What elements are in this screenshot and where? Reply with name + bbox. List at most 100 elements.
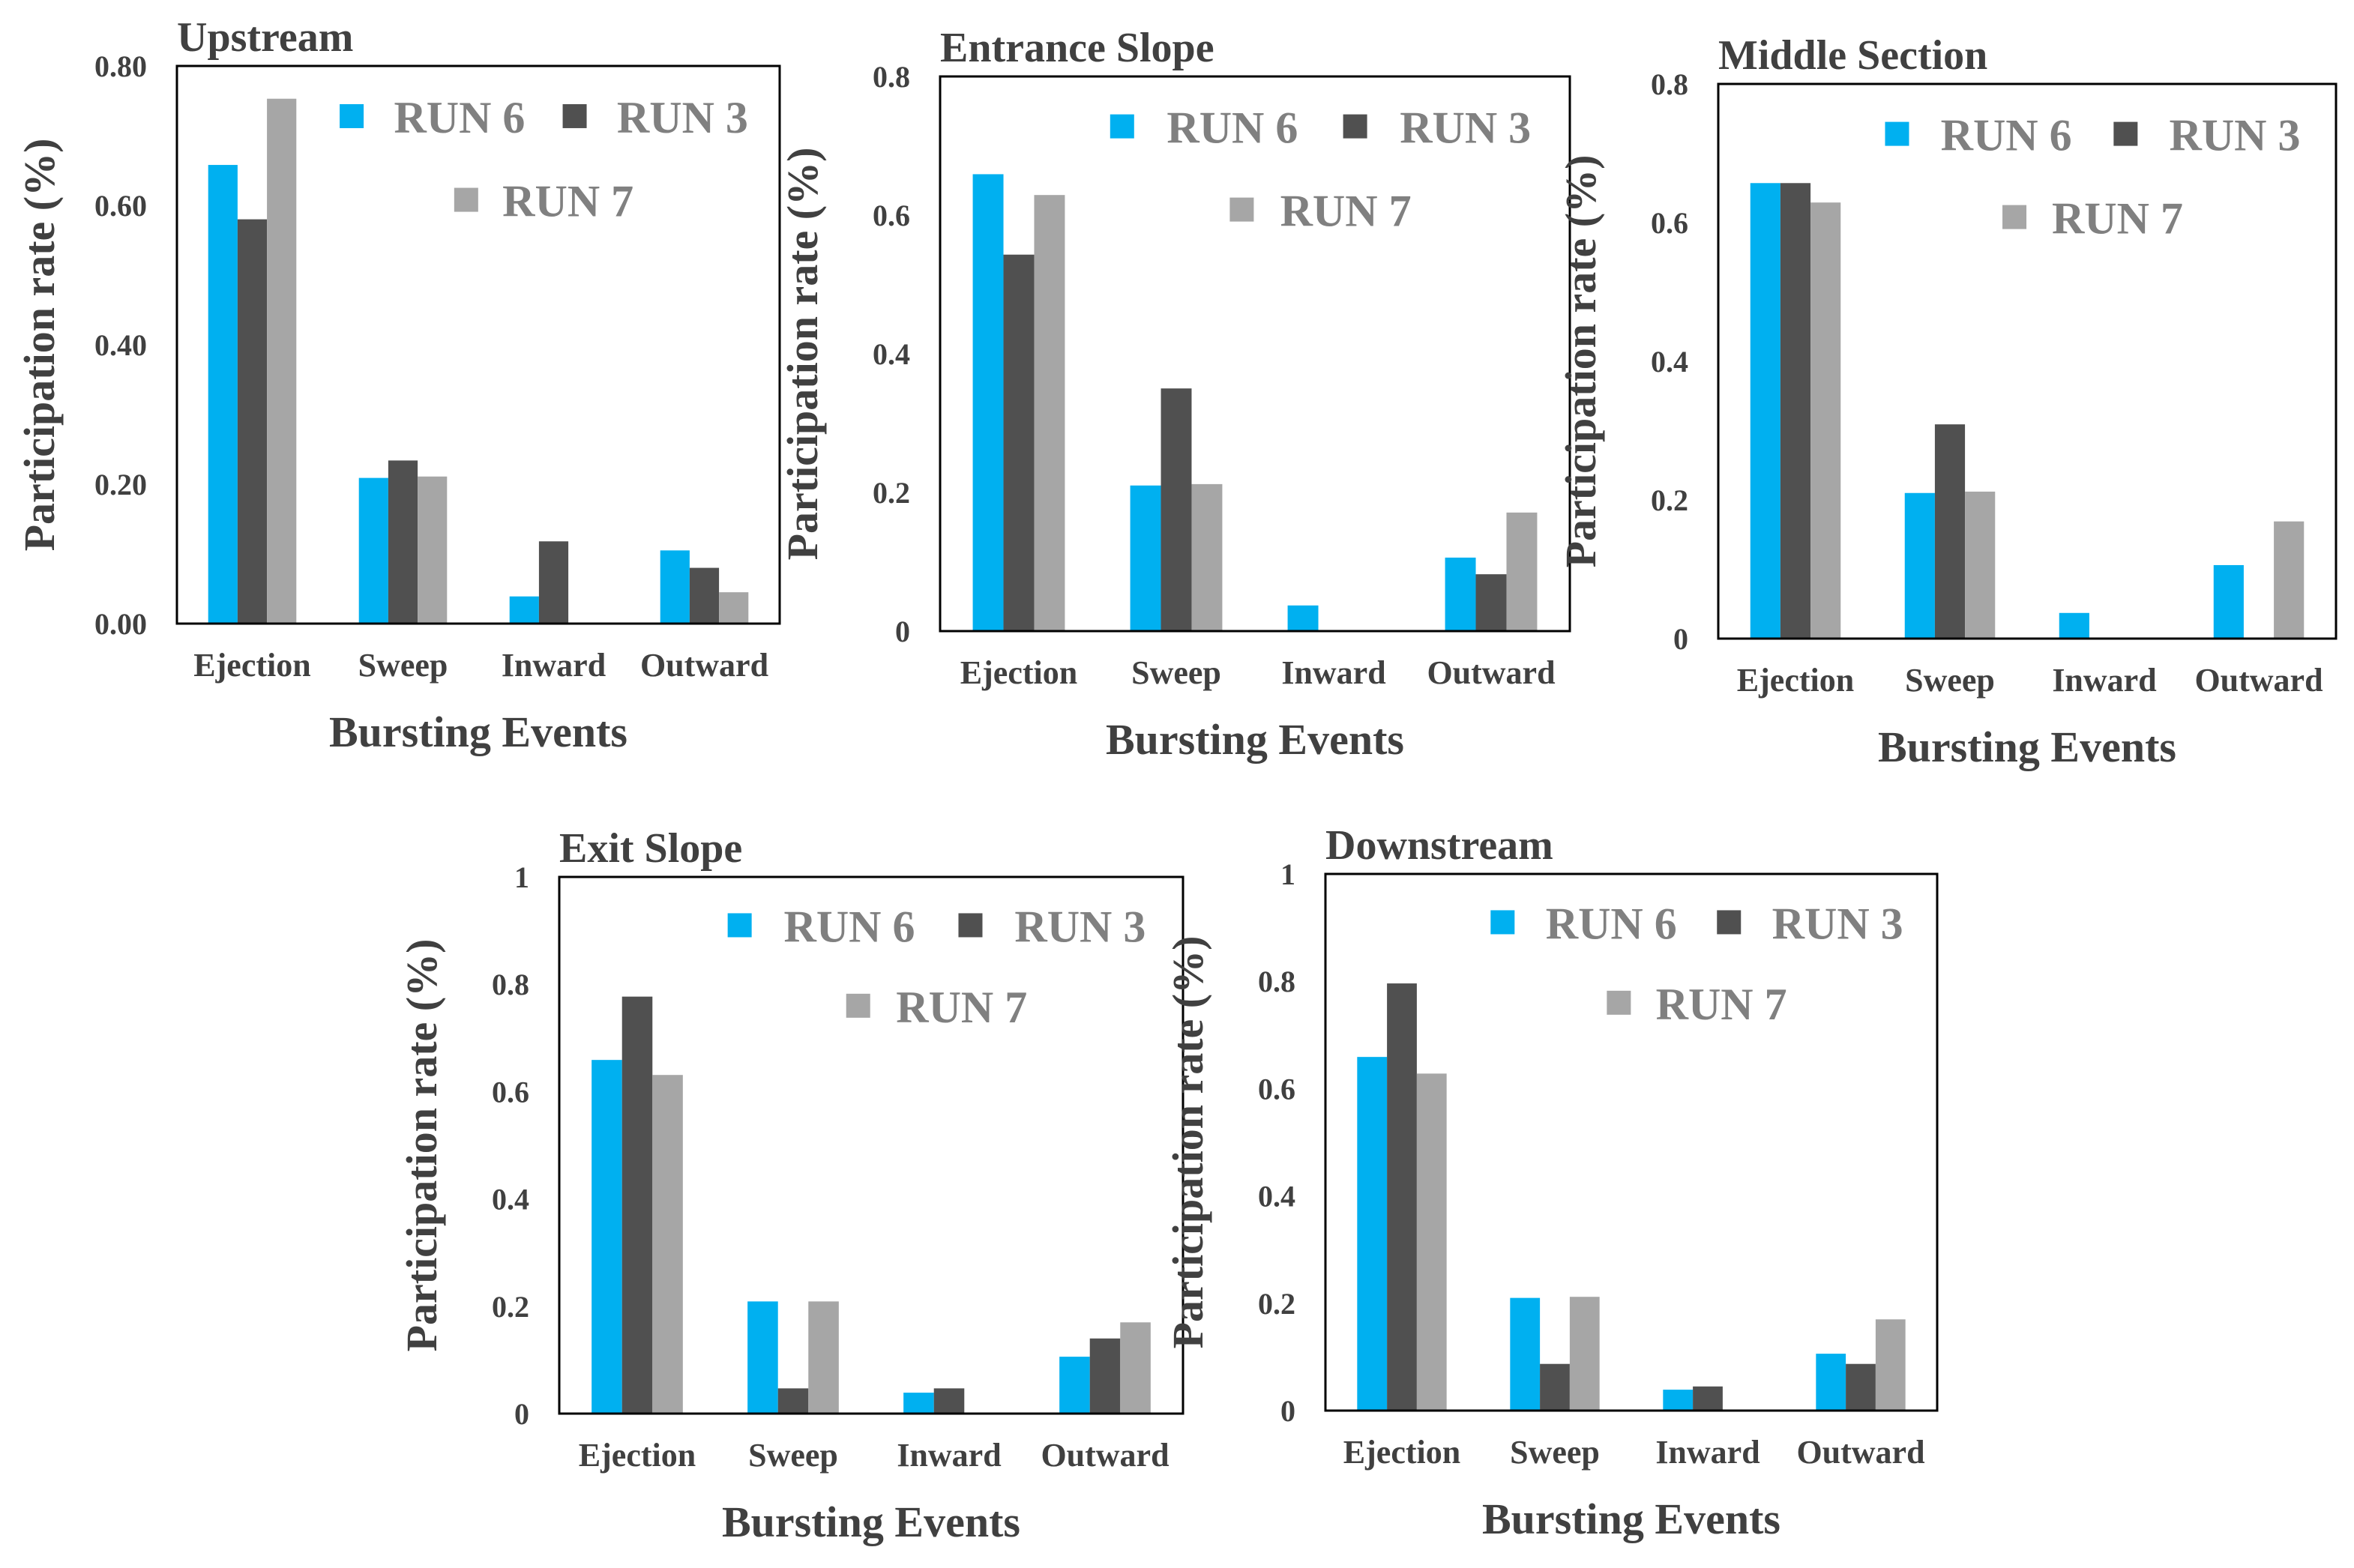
bar-run3-sweep bbox=[388, 460, 418, 624]
bar-run7-sweep bbox=[418, 476, 448, 624]
y-tick-label: 0.60 bbox=[94, 189, 147, 223]
legend-label: RUN 7 bbox=[1656, 980, 1787, 1029]
bar-run7-ejection bbox=[652, 1075, 683, 1414]
legend-swatch bbox=[1885, 121, 1909, 146]
legend-swatch bbox=[2002, 205, 2027, 229]
chart-title: Entrance Slope bbox=[940, 25, 1214, 71]
x-tick-label: Ejection bbox=[1737, 662, 1854, 699]
legend-item: RUN 7 bbox=[454, 177, 633, 226]
y-tick-label: 0.80 bbox=[94, 49, 147, 83]
plot-area bbox=[558, 875, 1184, 1415]
bar-run6-ejection bbox=[1357, 1057, 1388, 1411]
bar-run7-sweep bbox=[1965, 491, 1996, 639]
plot-area bbox=[1324, 872, 1939, 1412]
legend-swatch bbox=[454, 187, 478, 212]
x-tick-label: Sweep bbox=[1510, 1434, 1600, 1471]
bar-run7-ejection bbox=[267, 98, 297, 624]
x-tick-label: Sweep bbox=[1905, 662, 1995, 699]
chart-0: Upstream 0.00 0.20 0.40 0.60 0.80 Ejection Swee… bbox=[15, 14, 781, 756]
legend-item: RUN 6 bbox=[1490, 899, 1677, 948]
bar-run3-ejection bbox=[1780, 183, 1811, 639]
legend-swatch bbox=[562, 103, 587, 128]
legend-swatch bbox=[2113, 121, 2138, 146]
y-tick-label: 0.20 bbox=[94, 468, 147, 501]
bar-run3-ejection bbox=[621, 996, 653, 1414]
bar-run6-ejection bbox=[591, 1060, 622, 1414]
bar-run6-outward bbox=[2213, 564, 2244, 639]
chart-title: Downstream bbox=[1325, 822, 1553, 869]
bar-run3-ejection bbox=[1387, 983, 1417, 1411]
y-tick-label: 0.8 bbox=[492, 968, 529, 1001]
legend-swatch bbox=[340, 103, 364, 128]
x-tick-label: Outward bbox=[1041, 1437, 1169, 1474]
chart-3: Exit Slope 0 0.2 0.4 0.6 0.8 1 Ejection Sweep Inw… bbox=[397, 825, 1184, 1546]
legend-item: RUN 6 bbox=[727, 902, 915, 951]
y-axis-label: Participation rate (%) bbox=[15, 139, 64, 552]
legend-item: RUN 6 bbox=[340, 93, 525, 142]
bar-run7-outward bbox=[1120, 1322, 1151, 1414]
bar-run6-inward bbox=[509, 596, 539, 624]
chart-2: Middle Section 0 0.2 0.4 0.6 0.8 Ejection Sweep… bbox=[1556, 32, 2338, 771]
bar-run3-sweep bbox=[1161, 388, 1192, 631]
y-tick-label: 0.8 bbox=[873, 60, 910, 94]
y-tick-label: 0.4 bbox=[873, 337, 910, 371]
y-axis-label: Participation rate (%) bbox=[1164, 936, 1212, 1349]
legend-label: RUN 7 bbox=[896, 983, 1027, 1032]
bar-run7-ejection bbox=[1034, 195, 1065, 631]
bar-run6-inward bbox=[2059, 612, 2089, 639]
bar-run6-inward bbox=[903, 1393, 934, 1414]
x-tick-label: Sweep bbox=[358, 647, 448, 684]
bar-run3-outward bbox=[689, 567, 720, 624]
bar-run3-ejection bbox=[237, 219, 268, 624]
bar-run7-ejection bbox=[1416, 1073, 1447, 1411]
bar-run3-sweep bbox=[1934, 424, 1966, 639]
legend-item: RUN 7 bbox=[1607, 980, 1787, 1029]
bar-run3-inward bbox=[1693, 1386, 1723, 1411]
legend-item: RUN 6 bbox=[1885, 111, 2072, 160]
bar-run3-sweep bbox=[1540, 1363, 1570, 1411]
legend-item: RUN 3 bbox=[958, 902, 1146, 951]
legend-swatch bbox=[1717, 910, 1742, 935]
legend-label: RUN 6 bbox=[1941, 111, 2072, 160]
y-tick-label: 0 bbox=[1280, 1394, 1295, 1428]
plot-area bbox=[175, 64, 781, 625]
legend-swatch bbox=[846, 993, 870, 1018]
x-axis-label: Bursting Events bbox=[329, 708, 627, 756]
bar-run3-outward bbox=[1475, 574, 1507, 631]
bar-run6-ejection bbox=[972, 174, 1004, 632]
x-tick-label: Outward bbox=[640, 647, 768, 684]
bar-run3-outward bbox=[1846, 1363, 1876, 1411]
x-axis-label: Bursting Events bbox=[1106, 715, 1404, 764]
y-tick-label: 0.6 bbox=[1258, 1072, 1295, 1106]
legend-swatch bbox=[1343, 114, 1367, 139]
legend-label: RUN 7 bbox=[502, 177, 633, 226]
y-tick-label: 0.8 bbox=[1651, 67, 1688, 101]
legend-item: RUN 6 bbox=[1110, 103, 1298, 153]
x-tick-label: Sweep bbox=[748, 1437, 838, 1474]
bar-run6-sweep bbox=[747, 1301, 778, 1414]
legend-label: RUN 3 bbox=[1400, 103, 1531, 153]
bar-run7-outward bbox=[2274, 521, 2305, 639]
legend-label: RUN 6 bbox=[394, 93, 525, 142]
x-tick-label: Ejection bbox=[960, 654, 1077, 691]
bar-run3-ejection bbox=[1003, 254, 1035, 631]
bar-run6-sweep bbox=[1904, 492, 1935, 639]
legend-label: RUN 3 bbox=[2170, 111, 2301, 160]
bar-run3-inward bbox=[538, 541, 569, 624]
x-tick-label: Inward bbox=[2052, 662, 2156, 699]
legend-label: RUN 6 bbox=[1546, 899, 1677, 948]
bar-run7-outward bbox=[1506, 512, 1538, 631]
y-tick-label: 0.4 bbox=[1651, 345, 1688, 379]
chart-4: Downstream 0 0.2 0.4 0.6 0.8 1 Ejection Sweep Inw… bbox=[1164, 822, 1939, 1543]
x-axis-label: Bursting Events bbox=[722, 1498, 1020, 1546]
legend-label: RUN 7 bbox=[2052, 194, 2183, 244]
bar-run7-outward bbox=[1875, 1319, 1906, 1411]
x-tick-label: Outward bbox=[1796, 1434, 1924, 1471]
plot-area bbox=[1717, 82, 2338, 640]
x-tick-label: Sweep bbox=[1131, 654, 1221, 691]
bar-run6-sweep bbox=[1130, 485, 1161, 631]
bar-run6-outward bbox=[1445, 557, 1476, 631]
y-tick-label: 0.6 bbox=[873, 199, 910, 232]
bar-run3-inward bbox=[933, 1388, 965, 1414]
bar-run7-outward bbox=[719, 592, 749, 624]
